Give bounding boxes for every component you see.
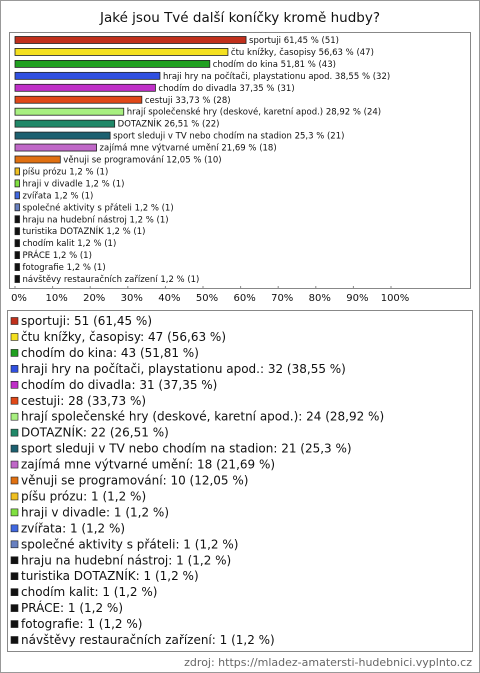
bar [14,263,20,271]
bar-label: turistika DOTAZNÍK 1,2 % (1) [23,225,146,237]
bar [14,131,111,140]
bar [14,251,20,260]
bar [14,60,211,68]
bar-label: čtu knížky, časopisy 56,63 % (47) [231,47,374,58]
bar-label: věnuji se programování 12,05 % (10) [63,156,221,166]
legend-swatch [10,540,19,549]
legend-label: zvířata: 1 (1,2 %) [21,521,125,535]
legend-label: chodím do divadla: 31 (37,35 %) [21,378,217,392]
bar-label: návštěvy restauračních zařízení 1,2 % (1… [23,274,200,285]
legend-label: turistika DOTAZNÍK: 1 (1,2 %) [21,568,199,583]
legend-swatch [10,524,19,533]
legend-swatch [10,556,19,565]
bar [14,107,125,116]
x-tick-label: 10% [45,293,67,304]
bar-label: PRÁCE 1,2 % (1) [23,249,92,261]
legend-swatch [10,588,19,596]
bar-label: chodím do divadla 37,35 % (31) [158,84,294,94]
legend-swatch [10,317,19,325]
legend-swatch [10,412,19,421]
bar-label: hraji hry na počítači, playstationu apod… [163,71,390,82]
legend-swatch [10,380,19,389]
legend-label: hraji hry na počítači, playstationu apod… [21,362,346,376]
legend-label: společné aktivity s přáteli: 1 (1,2 %) [21,537,238,551]
bar [14,83,156,92]
legend-swatch [10,636,19,644]
legend-swatch [10,572,19,581]
bar-label: hraji v divadle 1,2 % (1) [23,179,125,189]
bar [14,203,20,212]
bar-label: DOTAZNÍK 26,51 % (22) [118,118,220,130]
bar-label: sport sleduji v TV nebo chodím na stadio… [113,132,344,142]
x-tick-label: 50% [196,293,218,304]
bar-label: zajímá mne výtvarné umění 21,69 % (18) [100,143,277,154]
legend-label: cestuji: 28 (33,73 %) [21,394,146,408]
bar [14,71,161,80]
legend-label: chodím kalit: 1 (1,2 %) [21,585,157,599]
legend-swatch [10,333,19,341]
legend-label: hraji v divadle: 1 (1,2 %) [21,505,169,519]
bar [14,119,116,128]
legend-swatch [10,460,19,469]
legend-label: zajímá mne výtvarné umění: 18 (21,69 %) [21,458,275,472]
bar [14,167,20,176]
legend-swatch [10,508,19,517]
legend-swatch [10,620,19,628]
bar [14,143,97,152]
bar-label: společné aktivity s přáteli 1,2 % (1) [23,202,174,213]
legend-swatch [10,476,19,485]
bar [14,275,20,283]
bar [14,191,20,200]
x-tick-label: 20% [83,293,105,304]
legend-swatch [10,444,19,453]
legend-swatch [10,604,19,612]
bar [14,179,20,188]
legend-label: píšu prózu: 1 (1,2 %) [21,489,146,503]
x-tick-label: 100% [381,293,410,304]
bar [14,155,61,164]
bar [14,215,20,224]
x-tick-label: 60% [233,293,255,304]
legend-label: sportuji: 51 (61,45 %) [21,314,152,328]
legend-swatch [10,349,19,357]
bar-label: sportuji 61,45 % (51) [249,36,339,46]
x-tick-label: 30% [121,293,143,304]
legend-swatch [10,396,19,405]
legend-label: sport sleduji v TV nebo chodím na stadio… [21,442,352,456]
bar [14,48,229,56]
legend-label: hraju na hudební nástroj: 1 (1,2 %) [21,553,231,567]
bar [14,227,20,236]
legend-label: návštěvy restauračních zařízení: 1 (1,2 … [21,633,275,647]
bar [14,95,143,104]
legend-swatch [10,428,19,437]
bar-label: cestuji 33,73 % (28) [145,96,231,106]
bar-label: chodím do kina 51,81 % (43) [213,60,336,70]
legend-label: chodím do kina: 43 (51,81 %) [21,346,199,360]
bar-label: chodím kalit 1,2 % (1) [23,239,117,249]
legend-label: věnuji se programování: 10 (12,05 %) [21,474,248,488]
bar-label: hraju na hudební nástroj 1,2 % (1) [23,215,169,225]
bar-label: hrají společenské hry (deskové, karetní … [127,107,381,118]
x-tick-label: 70% [271,293,293,304]
bar-label: píšu prózu 1,2 % (1) [23,166,109,177]
bar-label: fotografie 1,2 % (1) [23,263,106,273]
bar [14,239,20,248]
legend-swatch [10,365,19,373]
x-tick-label: 90% [346,293,368,304]
legend-label: hrají společenské hry (deskové, karetní … [21,410,384,424]
legend-label: fotografie: 1 (1,2 %) [21,617,142,631]
bar [14,36,247,44]
legend-frame [7,310,473,652]
legend-label: čtu knížky, časopisy: 47 (56,63 %) [21,330,226,344]
x-tick-label: 80% [309,293,331,304]
chart-title: Jaké jsou Tvé další koníčky kromě hudby? [99,10,380,26]
legend-swatch [10,492,19,501]
source: zdroj: https://mladez-amatersti-hudebnic… [184,656,472,669]
legend-label: PRÁCE: 1 (1,2 %) [21,600,123,615]
bar-label: zvířata 1,2 % (1) [23,191,94,201]
x-tick-label: 40% [158,293,180,304]
legend-label: DOTAZNÍK: 22 (26,51 %) [21,425,169,440]
x-tick-label: 0% [11,293,27,304]
